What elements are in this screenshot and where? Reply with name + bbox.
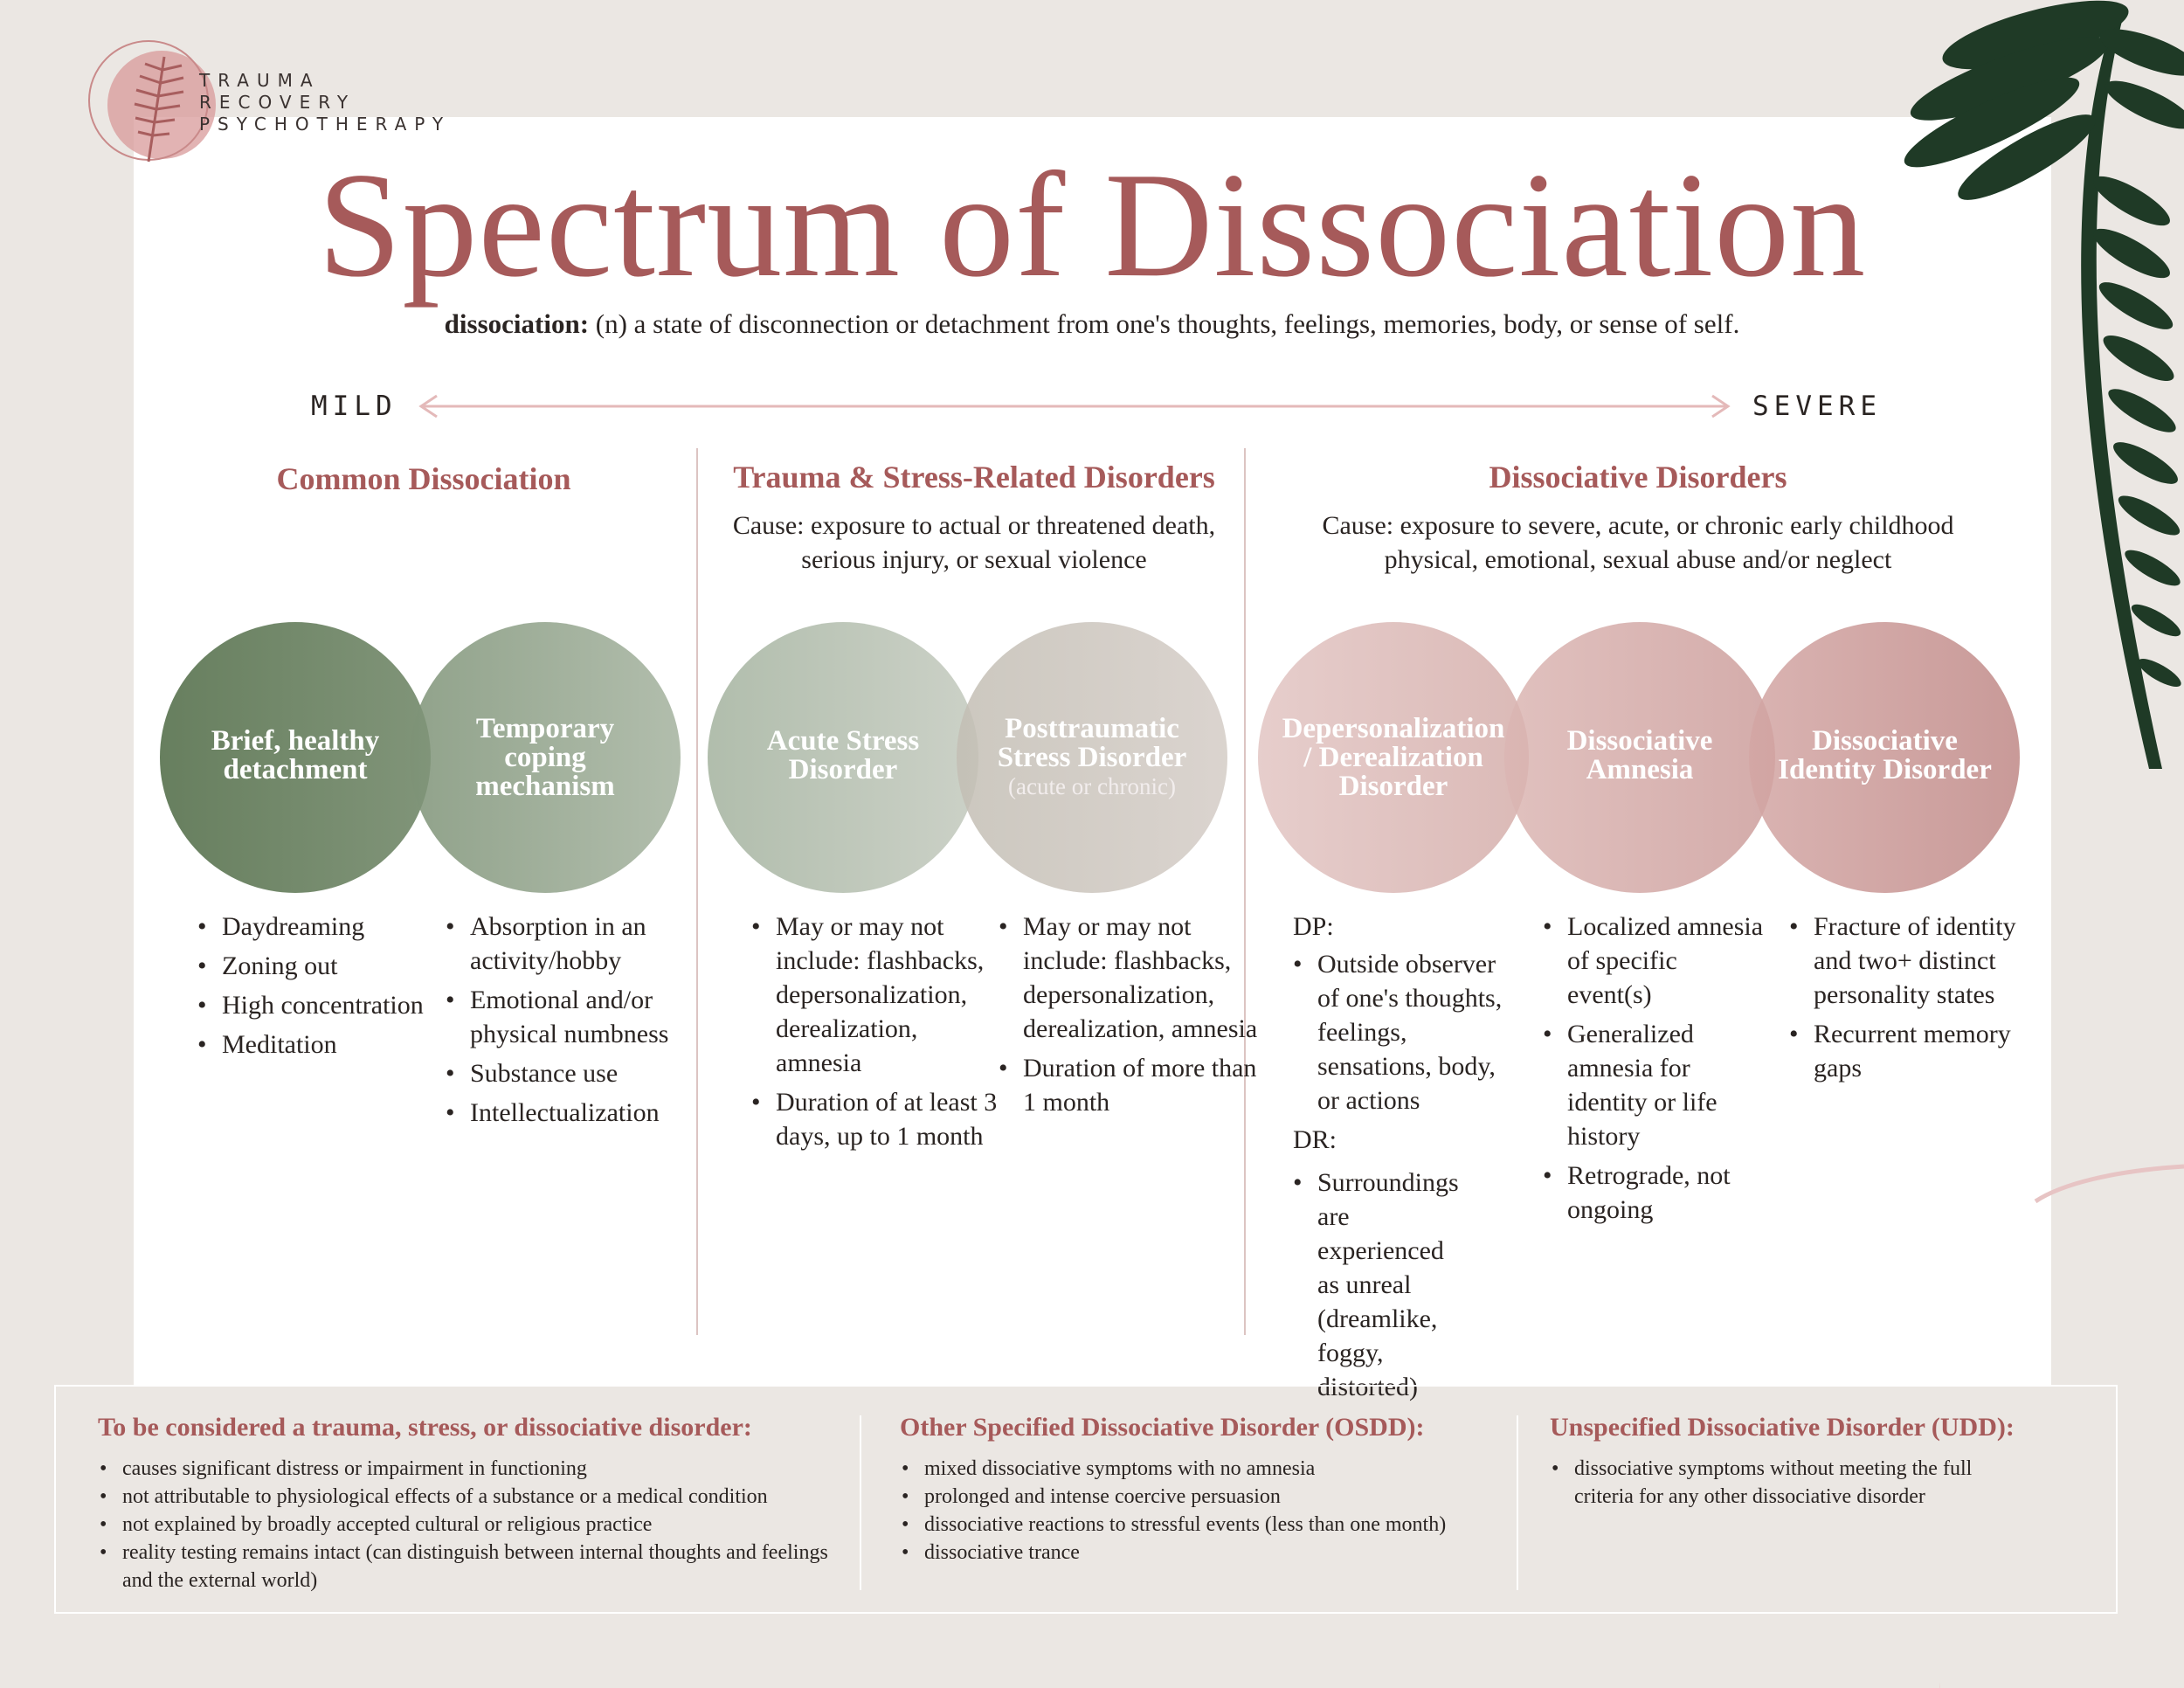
list-item: not explained by broadly accepted cultur…: [100, 1511, 840, 1539]
criteria-heading: To be considered a trauma, stress, or di…: [98, 1413, 752, 1442]
heading-trauma-stress: Trauma & Stress-Related Disorders: [733, 460, 1215, 495]
circle-label-temporary: Temporary coping mechanism: [475, 713, 615, 802]
severity-arrow: [418, 394, 1731, 419]
list-item: Localized amnesia of specific event(s): [1543, 910, 1764, 1012]
list-item: Surroundings are experienced as unreal (…: [1293, 1166, 1459, 1404]
definition-text: (n) a state of disconnection or detachme…: [595, 308, 1740, 339]
udd-list: dissociative symptoms without meeting th…: [1550, 1455, 2028, 1511]
list-item: Outside observer of one's thoughts, feel…: [1293, 947, 1520, 1117]
fern-logo-icon: [88, 40, 216, 163]
circle-acute-stress: [708, 622, 978, 893]
criteria-divider: [1517, 1415, 1518, 1590]
circle-label-dpdr: Depersonalization / Derealization Disord…: [1282, 713, 1505, 802]
list-item: Emotional and/or physical numbness: [446, 983, 697, 1051]
list-item: prolonged and intense coercive persuasio…: [902, 1483, 1503, 1511]
list-item: Zoning out: [197, 949, 484, 983]
list-item: Absorption in an activity/hobby: [446, 910, 697, 978]
circle-label-brief: Brief, healthy detachment: [211, 725, 380, 785]
circle-label-ptsd-sub: (acute or chronic): [1008, 773, 1176, 799]
dr-label: DR:: [1293, 1125, 1337, 1154]
list-dpdr: DP: Outside observer of one's thoughts, …: [1293, 910, 1520, 1409]
list-acute: May or may not include: flashbacks, depe…: [751, 910, 1003, 1159]
dp-label: DP:: [1293, 912, 1334, 941]
list-item: Substance use: [446, 1056, 697, 1090]
circle-label-amnesia: Dissociative Amnesia: [1566, 725, 1713, 785]
udd-heading: Unspecified Dissociative Disorder (UDD):: [1550, 1413, 2015, 1442]
list-item: causes significant distress or impairmen…: [100, 1455, 840, 1483]
heading-dissociative-disorders: Dissociative Disorders: [1489, 460, 1787, 495]
circle-ptsd: [957, 622, 1227, 893]
cause-dissociative: Cause: exposure to severe, acute, or chr…: [1322, 511, 1954, 574]
list-item: not attributable to physiological effect…: [100, 1483, 840, 1511]
decorative-curve: [1939, 1164, 2184, 1688]
logo-line: PSYCHOTHERAPY: [199, 114, 452, 135]
circle-temporary-coping: [410, 622, 681, 893]
dr-list: Surroundings are experienced as unreal (…: [1293, 1166, 1520, 1404]
list-item: Duration of more than 1 month: [999, 1051, 1259, 1119]
osdd-heading: Other Specified Dissociative Disorder (O…: [900, 1413, 1425, 1442]
list-item: Daydreaming: [197, 910, 484, 944]
list-temporary: Absorption in an activity/hobby Emotiona…: [446, 910, 697, 1135]
list-item: mixed dissociative symptoms with no amne…: [902, 1455, 1503, 1483]
column-divider: [696, 448, 698, 1335]
list-item: May or may not include: flashbacks, depe…: [751, 910, 1003, 1080]
criteria-divider: [860, 1415, 861, 1590]
criteria-section-udd: Unspecified Dissociative Disorder (UDD):…: [1550, 1413, 2074, 1511]
list-item: Retrograde, not ongoing: [1543, 1159, 1764, 1227]
list-did: Fracture of identity and two+ distinct p…: [1789, 910, 2058, 1090]
list-amnesia: Localized amnesia of specific event(s) G…: [1543, 910, 1764, 1232]
definition-term: dissociation:: [444, 308, 590, 339]
list-item: reality testing remains intact (can dist…: [100, 1539, 840, 1595]
list-ptsd: May or may not include: flashbacks, depe…: [999, 910, 1259, 1124]
list-item: Generalized amnesia for identity or life…: [1543, 1017, 1764, 1153]
circle-label-did: Dissociative Identity Disorder: [1778, 725, 1992, 785]
cause-trauma-stress: Cause: exposure to actual or threatened …: [732, 511, 1216, 574]
logo-wordmark: TRAUMA RECOVERY PSYCHOTHERAPY: [199, 70, 451, 135]
list-item: Recurrent memory gaps: [1789, 1017, 2058, 1085]
list-item: May or may not include: flashbacks, depe…: [999, 910, 1259, 1046]
circle-label-ptsd-title: Posttraumatic Stress Disorder: [997, 713, 1187, 773]
logo-line: TRAUMA: [199, 70, 321, 91]
circle-dpdr: [1258, 622, 1529, 893]
dp-list: Outside observer of one's thoughts, feel…: [1293, 947, 1520, 1117]
fern-decoration: [1904, 0, 2184, 769]
circle-brief-detachment: [160, 622, 431, 893]
criteria-box: [54, 1385, 2118, 1614]
circle-label-ptsd: Posttraumatic Stress Disorder (acute or …: [978, 715, 1206, 801]
criteria-section-osdd: Other Specified Dissociative Disorder (O…: [900, 1413, 1503, 1567]
logo-line: RECOVERY: [199, 92, 356, 113]
list-item: dissociative symptoms without meeting th…: [1552, 1455, 2028, 1511]
list-item: High concentration: [197, 988, 484, 1022]
list-item: Intellectualization: [446, 1096, 697, 1130]
heading-common-dissociation: Common Dissociation: [276, 461, 571, 496]
list-brief: Daydreaming Zoning out High concentratio…: [197, 910, 484, 1067]
osdd-list: mixed dissociative symptoms with no amne…: [900, 1455, 1503, 1567]
circle-label-acute: Acute Stress Disorder: [766, 725, 920, 785]
criteria-section-general: To be considered a trauma, stress, or di…: [98, 1413, 840, 1595]
list-item: Fracture of identity and two+ distinct p…: [1789, 910, 2058, 1012]
list-item: dissociative reactions to stressful even…: [902, 1511, 1503, 1539]
column-divider: [1244, 448, 1246, 1335]
scale-mild-label: MILD: [311, 391, 397, 422]
scale-severe-label: SEVERE: [1752, 391, 1882, 422]
list-item: dissociative trance: [902, 1539, 1503, 1567]
criteria-list: causes significant distress or impairmen…: [98, 1455, 840, 1595]
circle-did: [1749, 622, 2020, 893]
spectrum-circles: [160, 622, 2020, 893]
circle-amnesia: [1504, 622, 1775, 893]
list-item: Duration of at least 3 days, up to 1 mon…: [751, 1085, 1003, 1153]
definition: dissociation: (n) a state of disconnecti…: [0, 308, 2184, 340]
page-title: Spectrum of Dissociation: [317, 142, 1867, 308]
list-item: Meditation: [197, 1027, 484, 1062]
